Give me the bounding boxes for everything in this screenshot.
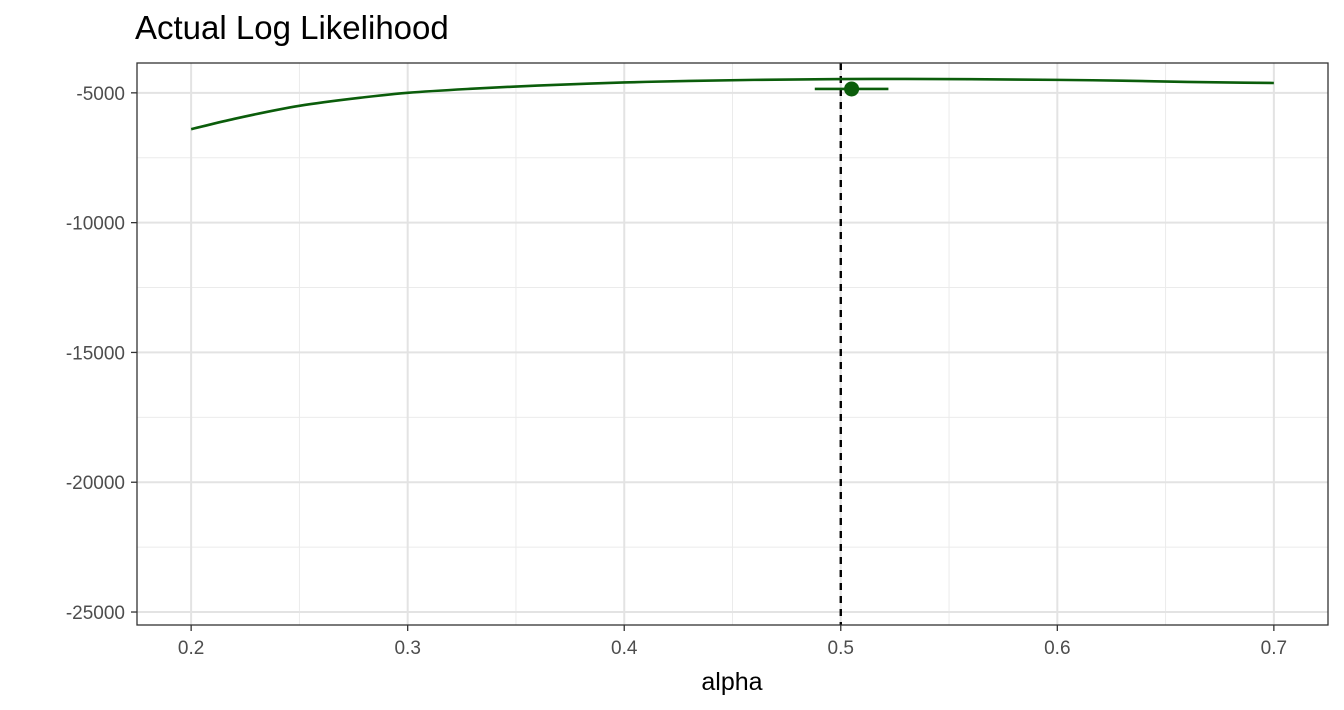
plot-panel-border — [136, 62, 1329, 626]
x-axis-title: alpha — [701, 668, 762, 696]
x-tick-label: 0.5 — [828, 638, 854, 659]
major-gridlines — [137, 63, 1328, 625]
x-tick-label: 0.4 — [611, 638, 638, 659]
minor-gridlines — [137, 63, 1328, 625]
chart-title: Actual Log Likelihood — [135, 9, 449, 46]
x-tick-label: 0.7 — [1261, 638, 1287, 659]
y-tick-label: -20000 — [66, 473, 125, 494]
y-tick-label: -25000 — [66, 603, 125, 624]
y-axis: -5000 -10000 -15000 -20000 -25000 — [66, 84, 137, 624]
y-tick-label: -15000 — [66, 343, 125, 364]
point-estimate-layer — [814, 81, 889, 97]
point-estimate-marker — [844, 81, 860, 97]
x-tick-label: 0.2 — [178, 638, 204, 659]
x-tick-label: 0.3 — [394, 638, 420, 659]
x-axis: 0.2 0.3 0.4 0.5 0.6 0.7 — [178, 625, 1287, 659]
x-tick-label: 0.6 — [1044, 638, 1070, 659]
series-layer — [190, 77, 1274, 131]
series-line — [190, 77, 1274, 131]
y-tick-label: -5000 — [76, 84, 125, 105]
y-tick-label: -10000 — [66, 214, 125, 235]
